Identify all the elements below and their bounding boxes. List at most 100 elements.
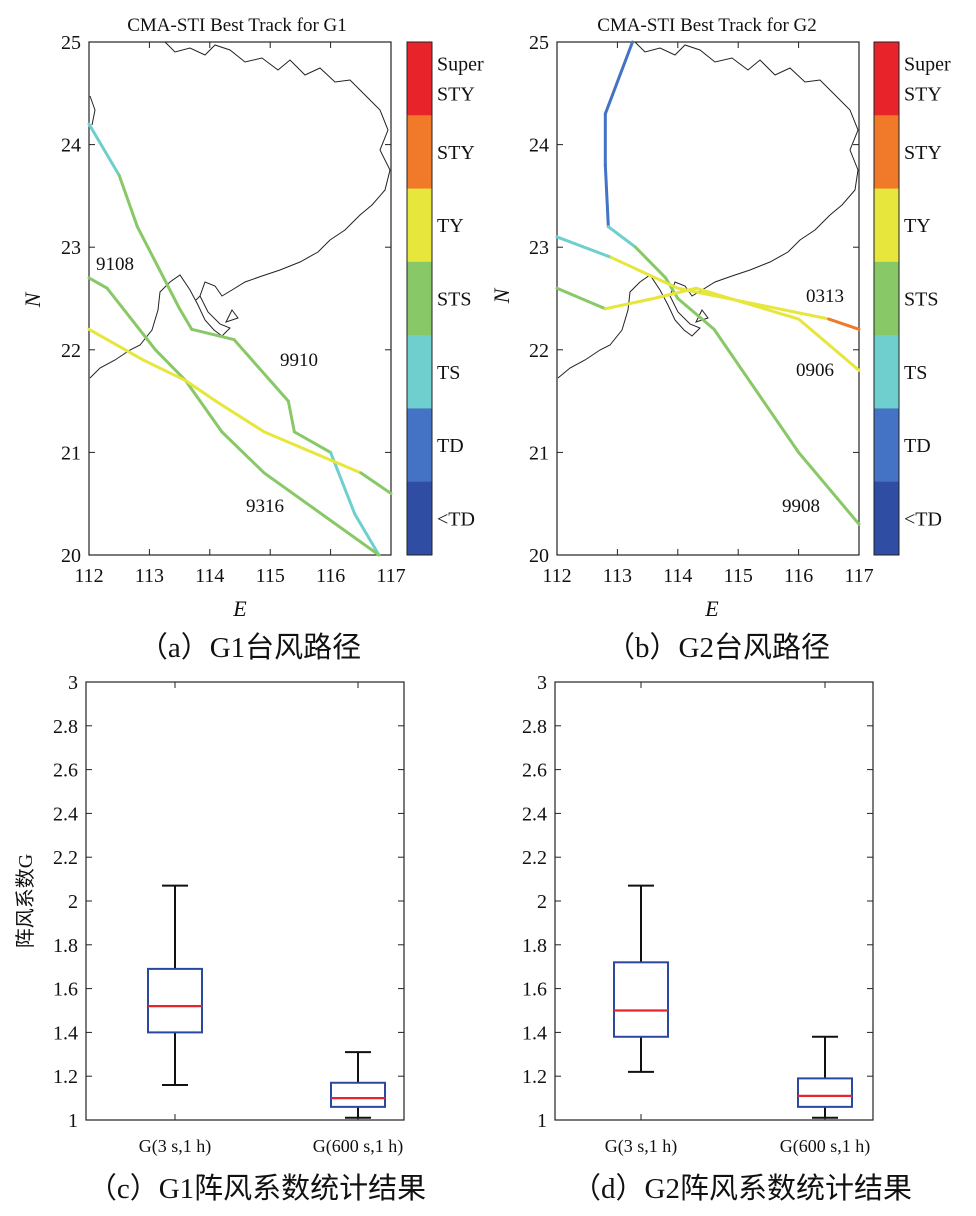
colorbar-label: TD (904, 435, 931, 457)
y-tick-label: 1.4 (53, 1022, 78, 1044)
colorbar-label: TD (437, 435, 464, 457)
colorbar-swatch (874, 261, 899, 336)
colorbar-label: TY (437, 215, 464, 237)
y-tick-label: 25 (61, 32, 81, 54)
y-tick-label: 1 (68, 1110, 78, 1132)
x-axis-label: E (232, 596, 247, 621)
y-tick-label: 2.6 (53, 760, 78, 782)
y-tick-label: 21 (61, 442, 81, 464)
colorbar-label: <TD (904, 508, 942, 530)
y-tick-label: 1.8 (53, 935, 78, 957)
storm-label: 9910 (280, 350, 318, 371)
track-segment-9108 (292, 430, 333, 454)
track-segment-9108 (135, 225, 182, 311)
colorbar-frame (406, 41, 433, 556)
colorbar-label: STY (437, 84, 475, 106)
caption-c: （c）G1阵风系数统计结果 (88, 1172, 426, 1205)
colorbar-swatch (874, 408, 899, 483)
track-segment-9910 (262, 471, 381, 557)
y-tick-label: 20 (61, 545, 81, 567)
map-frame (88, 41, 392, 556)
map-frame (556, 41, 860, 556)
track-segment-9910 (220, 430, 266, 475)
caption-d: （d）G2阵风系数统计结果 (572, 1172, 912, 1205)
track-segment-0313 (712, 327, 801, 454)
colorbar-label: TY (904, 215, 931, 237)
track-map-g1: CMA-STI Best Track for G1 9108 9910 9316 1… (20, 15, 406, 621)
box-iqr (330, 1081, 386, 1108)
track-segment-0313 (603, 40, 634, 116)
boxplot-g1: 1 1.2 1.4 1.6 1.8 2 2.2 2.4 2.6 2.8 3 G(3 s,1 h) G(… (14, 672, 405, 1157)
track-segment-0313 (797, 450, 861, 526)
y-tick-label: 3 (68, 672, 78, 694)
y-tick-label: 1 (537, 1110, 547, 1132)
colorbar-label: STY (904, 142, 942, 164)
track-segment-0906 (676, 286, 831, 321)
y-tick-label: 1.4 (522, 1022, 547, 1044)
y-tick-label: 23 (529, 237, 549, 259)
y-tick-label: 2.2 (53, 847, 78, 869)
storm-label: 0313 (806, 286, 844, 307)
x-tick-label: G(3 s,1 h) (605, 1136, 678, 1157)
track-segment-9908 (652, 286, 698, 300)
y-axis-label: N (489, 287, 514, 304)
colorbar-swatch (407, 115, 432, 190)
track-segment-0906 (555, 235, 613, 259)
track-segment-9108 (353, 512, 381, 557)
y-tick-label: 24 (529, 135, 549, 157)
colorbar-label: STY (904, 84, 942, 106)
y-tick-label: 20 (529, 545, 549, 567)
track-segment-9910 (105, 286, 157, 352)
coastline (557, 41, 859, 379)
tracks (555, 40, 861, 526)
colorbar-swatch (407, 261, 432, 336)
colorbar-label: <TD (437, 508, 475, 530)
y-tick-label: 2.4 (522, 803, 547, 825)
x-tick-label: 117 (376, 565, 405, 587)
colorbar-swatch (874, 335, 899, 409)
x-axis-label: E (704, 596, 719, 621)
track-segment-0313 (664, 276, 680, 300)
box-iqr (797, 1077, 853, 1108)
colorbar-label: STS (437, 289, 471, 311)
y-tick-label: 1.6 (522, 979, 547, 1001)
track-segment-0313 (676, 297, 716, 331)
x-tick-label: 115 (256, 565, 285, 587)
box-iqr (147, 967, 203, 1034)
track-segment-9910 (153, 348, 188, 383)
plot-frame (85, 681, 405, 1121)
track-segment-9108 (117, 173, 139, 229)
y-tick-label: 22 (61, 340, 81, 362)
x-tick-label: G(3 s,1 h) (139, 1136, 212, 1157)
y-tick-label: 1.2 (522, 1066, 547, 1088)
x-tick-label: G(600 s,1 h) (313, 1136, 404, 1157)
track-segment-9316 (359, 471, 393, 495)
track-segment-9316 (214, 399, 266, 434)
track-segment-9108 (232, 338, 272, 383)
colorbar-label: TS (437, 362, 460, 384)
x-tick-label: 113 (603, 565, 632, 587)
boxplot-g2: 1 1.2 1.4 1.6 1.8 2 2.2 2.4 2.6 2.8 3 G(3 s,1 h) G(… (522, 672, 874, 1157)
y-tick-label: 2 (537, 891, 547, 913)
track-segment-9908 (555, 286, 607, 311)
track-segment-9316 (184, 379, 218, 403)
y-tick-label: 2.8 (53, 716, 78, 738)
x-tick-label: 112 (542, 565, 571, 587)
track-segment-0313 (634, 245, 668, 280)
y-axis-label: 阵风系数G (14, 854, 37, 948)
y-tick-label: 22 (529, 340, 549, 362)
storm-label: 0906 (796, 360, 834, 381)
track-segment-9108 (178, 307, 194, 331)
y-tick-label: 21 (529, 442, 549, 464)
x-tick-label: 116 (784, 565, 813, 587)
colorbar-swatch (407, 188, 432, 263)
track-segment-9108 (286, 399, 296, 434)
track-segment-0313 (606, 225, 638, 249)
y-tick-label: 2 (68, 891, 78, 913)
y-tick-label: 24 (61, 135, 81, 157)
track-segment-9908 (694, 286, 801, 321)
colorbar-swatch (407, 481, 432, 556)
track-segment-9910 (184, 379, 224, 434)
y-tick-label: 2.2 (522, 847, 547, 869)
